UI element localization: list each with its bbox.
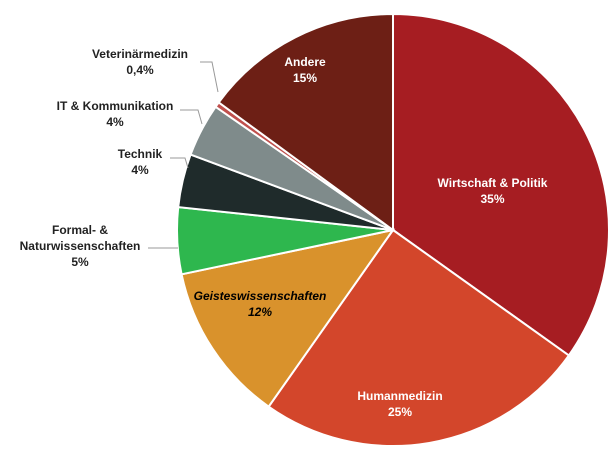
pie-slice — [267, 228, 571, 447]
slice-label: Formal- & Naturwissenschaften 5% — [10, 222, 150, 270]
category-label: Humanmedizin — [357, 389, 443, 403]
category-label: Formal- & Naturwissenschaften — [19, 223, 141, 253]
value-label: 25% — [387, 405, 413, 419]
pie-slice — [392, 12, 610, 357]
value-label: 35% — [480, 192, 505, 206]
value-label: 4% — [106, 115, 124, 129]
category-label: Wirtschaft & Politik — [437, 176, 548, 190]
pie-slice — [217, 12, 394, 232]
category-label: Veterinärmedizin — [91, 47, 189, 61]
value-label: 0,4% — [126, 63, 154, 77]
leader-line — [170, 157, 189, 169]
leader-line — [200, 61, 219, 93]
category-label: Technik — [117, 147, 163, 161]
value-label: 4% — [131, 163, 149, 177]
slice-label: Humanmedizin 25% — [340, 388, 460, 420]
slice-label: Wirtschaft & Politik 35% — [430, 175, 555, 207]
pie-slice — [180, 228, 396, 409]
leader-line — [180, 109, 203, 125]
slice-label: Technik 4% — [105, 146, 175, 178]
slice-label: Andere 15% — [265, 54, 345, 86]
category-label: IT & Kommunikation — [56, 99, 174, 113]
value-label: 12% — [247, 305, 273, 319]
value-label: 5% — [71, 255, 89, 269]
slice-label: Veterinärmedizin 0,4% — [70, 46, 210, 78]
value-label: 15% — [292, 71, 318, 85]
slice-label: IT & Kommunikation 4% — [40, 98, 190, 130]
category-label: Andere — [284, 55, 326, 69]
slice-label: Geisteswissenschaften 12% — [180, 288, 340, 320]
category-label: Geisteswissenschaften — [193, 289, 327, 303]
leader-lines — [148, 61, 219, 249]
